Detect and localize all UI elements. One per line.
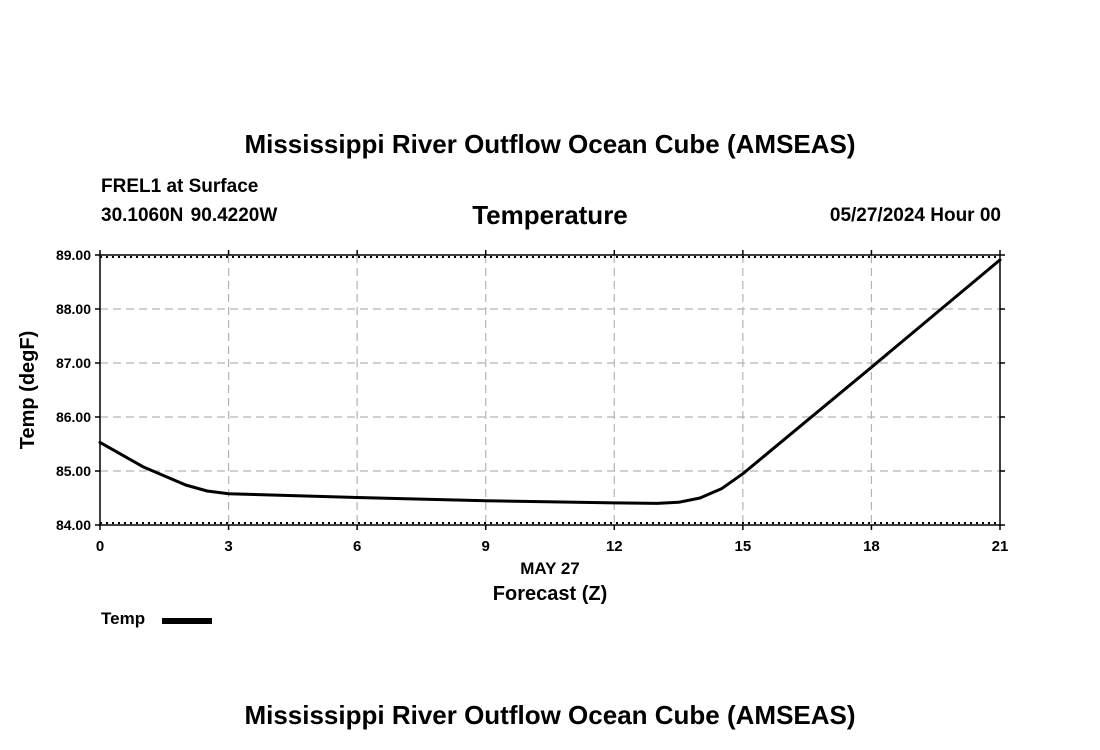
y-tick-label: 88.00 bbox=[56, 301, 91, 317]
y-tick-label: 89.00 bbox=[56, 247, 91, 263]
legend-label: Temp bbox=[101, 609, 146, 628]
y-tick-label: 85.00 bbox=[56, 463, 91, 479]
x-tick-label: 0 bbox=[96, 538, 104, 555]
x-tick-label: 9 bbox=[482, 538, 490, 555]
x-tick-label: 15 bbox=[735, 538, 752, 555]
chart-title: Temperature bbox=[472, 200, 628, 230]
forecast-datetime: 05/27/2024 Hour 00 bbox=[829, 205, 1001, 226]
x-axis-title: Forecast (Z) bbox=[493, 583, 607, 605]
x-tick-label: 18 bbox=[863, 538, 880, 555]
x-tick-label: 6 bbox=[353, 538, 361, 555]
y-tick-label: 87.00 bbox=[56, 355, 91, 371]
station-label: FREL1 at Surface bbox=[101, 176, 259, 197]
x-tick-label: 21 bbox=[992, 538, 1009, 555]
x-tick-label: 12 bbox=[606, 538, 623, 555]
coordinates-label: 30.1060N 90.4220W bbox=[101, 205, 278, 226]
y-tick-label: 84.00 bbox=[56, 517, 91, 533]
date-label: MAY 27 bbox=[520, 559, 580, 578]
series-line-temp bbox=[98, 258, 1002, 505]
footer-title: Mississippi River Outflow Ocean Cube (AM… bbox=[244, 700, 856, 730]
x-tick-label: 3 bbox=[224, 538, 232, 555]
page-title: Mississippi River Outflow Ocean Cube (AM… bbox=[244, 129, 856, 159]
legend-swatch bbox=[162, 618, 212, 624]
y-tick-label: 86.00 bbox=[56, 409, 91, 425]
plot-frame bbox=[99, 254, 1001, 526]
y-axis-title: Temp (degF) bbox=[17, 331, 39, 450]
